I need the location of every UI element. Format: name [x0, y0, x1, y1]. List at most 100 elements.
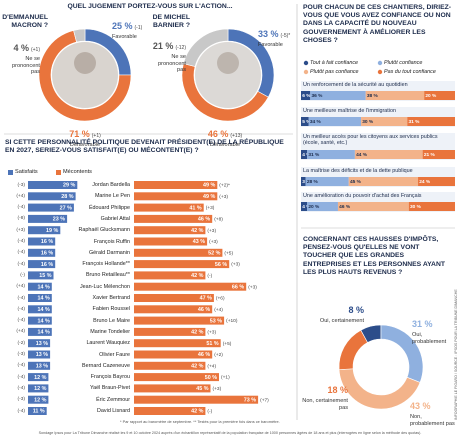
bar: [28, 203, 74, 212]
bar-segment: [407, 117, 455, 126]
category-label: Laurent Wauquiez: [86, 340, 130, 347]
bar-value: 13 %: [36, 341, 48, 347]
slice-category: Non, certainement pas: [302, 398, 348, 411]
chart-subtitle: DE MICHEL BARNIER ?: [152, 14, 190, 30]
slice-value: 31 %: [412, 319, 433, 329]
bar-value: 42 %: [191, 273, 203, 279]
bar-value: 15 %: [39, 273, 51, 279]
legend-label: Satisfaits: [15, 168, 38, 175]
segment-value: 34 %: [310, 119, 322, 125]
bar-segment: [305, 177, 349, 186]
bar: [28, 350, 51, 359]
change-label: (-4): [17, 385, 25, 391]
bar: [134, 339, 221, 348]
bar-segment: [408, 202, 455, 211]
slice-value: 71 %: [69, 129, 90, 139]
legend-label: Plutôt pas confiance: [310, 69, 359, 75]
bar: [28, 214, 68, 223]
change-label: (-3): [17, 352, 25, 357]
change-label: (-4): [17, 374, 25, 380]
bar: [28, 361, 51, 370]
change-label: (+3): [206, 205, 215, 211]
change-label: (+3): [248, 284, 257, 290]
bar-value: 14 %: [38, 296, 50, 302]
bar: [28, 316, 52, 325]
change-label: (+4): [214, 307, 223, 313]
legend-label: Pas du tout confiance: [384, 69, 436, 75]
legend-label: Plutôt confiance: [384, 60, 423, 66]
legend-swatch: [377, 69, 383, 75]
bar-value: 42 %: [191, 228, 203, 234]
slice-value: 18 %: [327, 385, 348, 395]
bar-value: 42 %: [191, 409, 203, 415]
bar: [134, 395, 259, 404]
change-label: (-): [20, 272, 25, 278]
slice-value-line: 43 %: [410, 396, 456, 414]
slice-value-line: 33 % (-5)*: [258, 24, 296, 42]
bar-value: 66 %: [232, 284, 244, 290]
bar-segment: [361, 117, 408, 126]
bar: [134, 203, 204, 212]
bar-value: 41 %: [189, 205, 201, 211]
slice-category: Ne se prononcent pas: [158, 54, 186, 74]
bar-value: 14 %: [38, 330, 50, 336]
portrait-placeholder: [195, 42, 261, 108]
segment-value: 31 %: [408, 119, 420, 125]
bar-value: 13 %: [36, 364, 48, 370]
segment-value: 30 %: [410, 204, 422, 210]
category-label: Jordan Bardella: [92, 182, 130, 188]
category-label: François Bayrou: [90, 374, 130, 381]
change-label: (+2)*: [219, 183, 230, 189]
bar-value: 16 %: [41, 251, 53, 257]
bar: [134, 282, 247, 291]
change-label: (-3): [17, 397, 25, 403]
slice-label: 46 % (+13) Défavorable: [200, 124, 250, 149]
bar: [28, 192, 76, 201]
bar-segment: [337, 202, 409, 211]
pie-slice: [338, 329, 368, 370]
bar: [28, 305, 52, 314]
bar: [134, 181, 218, 189]
pie-slice: [38, 30, 132, 122]
bar-segment: [301, 91, 311, 100]
portrait-placeholder: [217, 52, 239, 74]
change-label: (+5): [224, 250, 233, 256]
bar-value: 56 %: [215, 262, 227, 268]
bar-value: 12 %: [34, 375, 46, 381]
slice-category: Favorable: [112, 34, 137, 41]
chart-title: SI CETTE PERSONNALITÉ POLITIQUE DEVENAIT…: [5, 139, 284, 155]
slice-category: Défavorable: [69, 142, 101, 149]
slice-label: 31 % Oui, probablement: [412, 314, 458, 345]
change-label: (+7): [260, 397, 269, 403]
category-label: Éric Zemmour: [96, 396, 130, 403]
segment-value: 6 %: [302, 93, 311, 99]
change-label: (-4): [17, 318, 25, 324]
bar-value: 12 %: [34, 386, 46, 392]
slice-value: 25 %: [112, 21, 133, 31]
category-label: Une amélioration du pouvoir d'achat des …: [303, 193, 422, 199]
bar-value: 27 %: [60, 205, 72, 211]
pie-slice: [73, 28, 86, 43]
slice-value-line: 4 % (+1): [2, 38, 40, 56]
segment-value: 5 %: [302, 119, 311, 125]
slice-value-line: 25 % (-1): [112, 16, 152, 34]
slice-value: 4 %: [13, 43, 29, 53]
footnote: * Par rapport au baromètre de septembre.…: [120, 419, 280, 424]
category-label: Olivier Faure: [99, 351, 130, 358]
change-label: (+3): [207, 228, 216, 234]
bar-segment: [310, 91, 366, 100]
bar: [28, 294, 52, 302]
bar: [28, 384, 49, 393]
bar: [134, 271, 206, 280]
slice-category: Défavorable: [209, 142, 241, 149]
bar-segment: [307, 150, 355, 159]
slice-value-line: 71 % (+1): [60, 124, 110, 142]
bar-segment: [301, 117, 309, 126]
bar: [134, 237, 208, 246]
slice-value-line: 18 %: [302, 380, 348, 398]
category-label: Xavier Bertrand: [92, 295, 130, 301]
bar: [134, 384, 211, 393]
bar: [134, 248, 223, 257]
slice-value: 33 %: [258, 29, 279, 39]
